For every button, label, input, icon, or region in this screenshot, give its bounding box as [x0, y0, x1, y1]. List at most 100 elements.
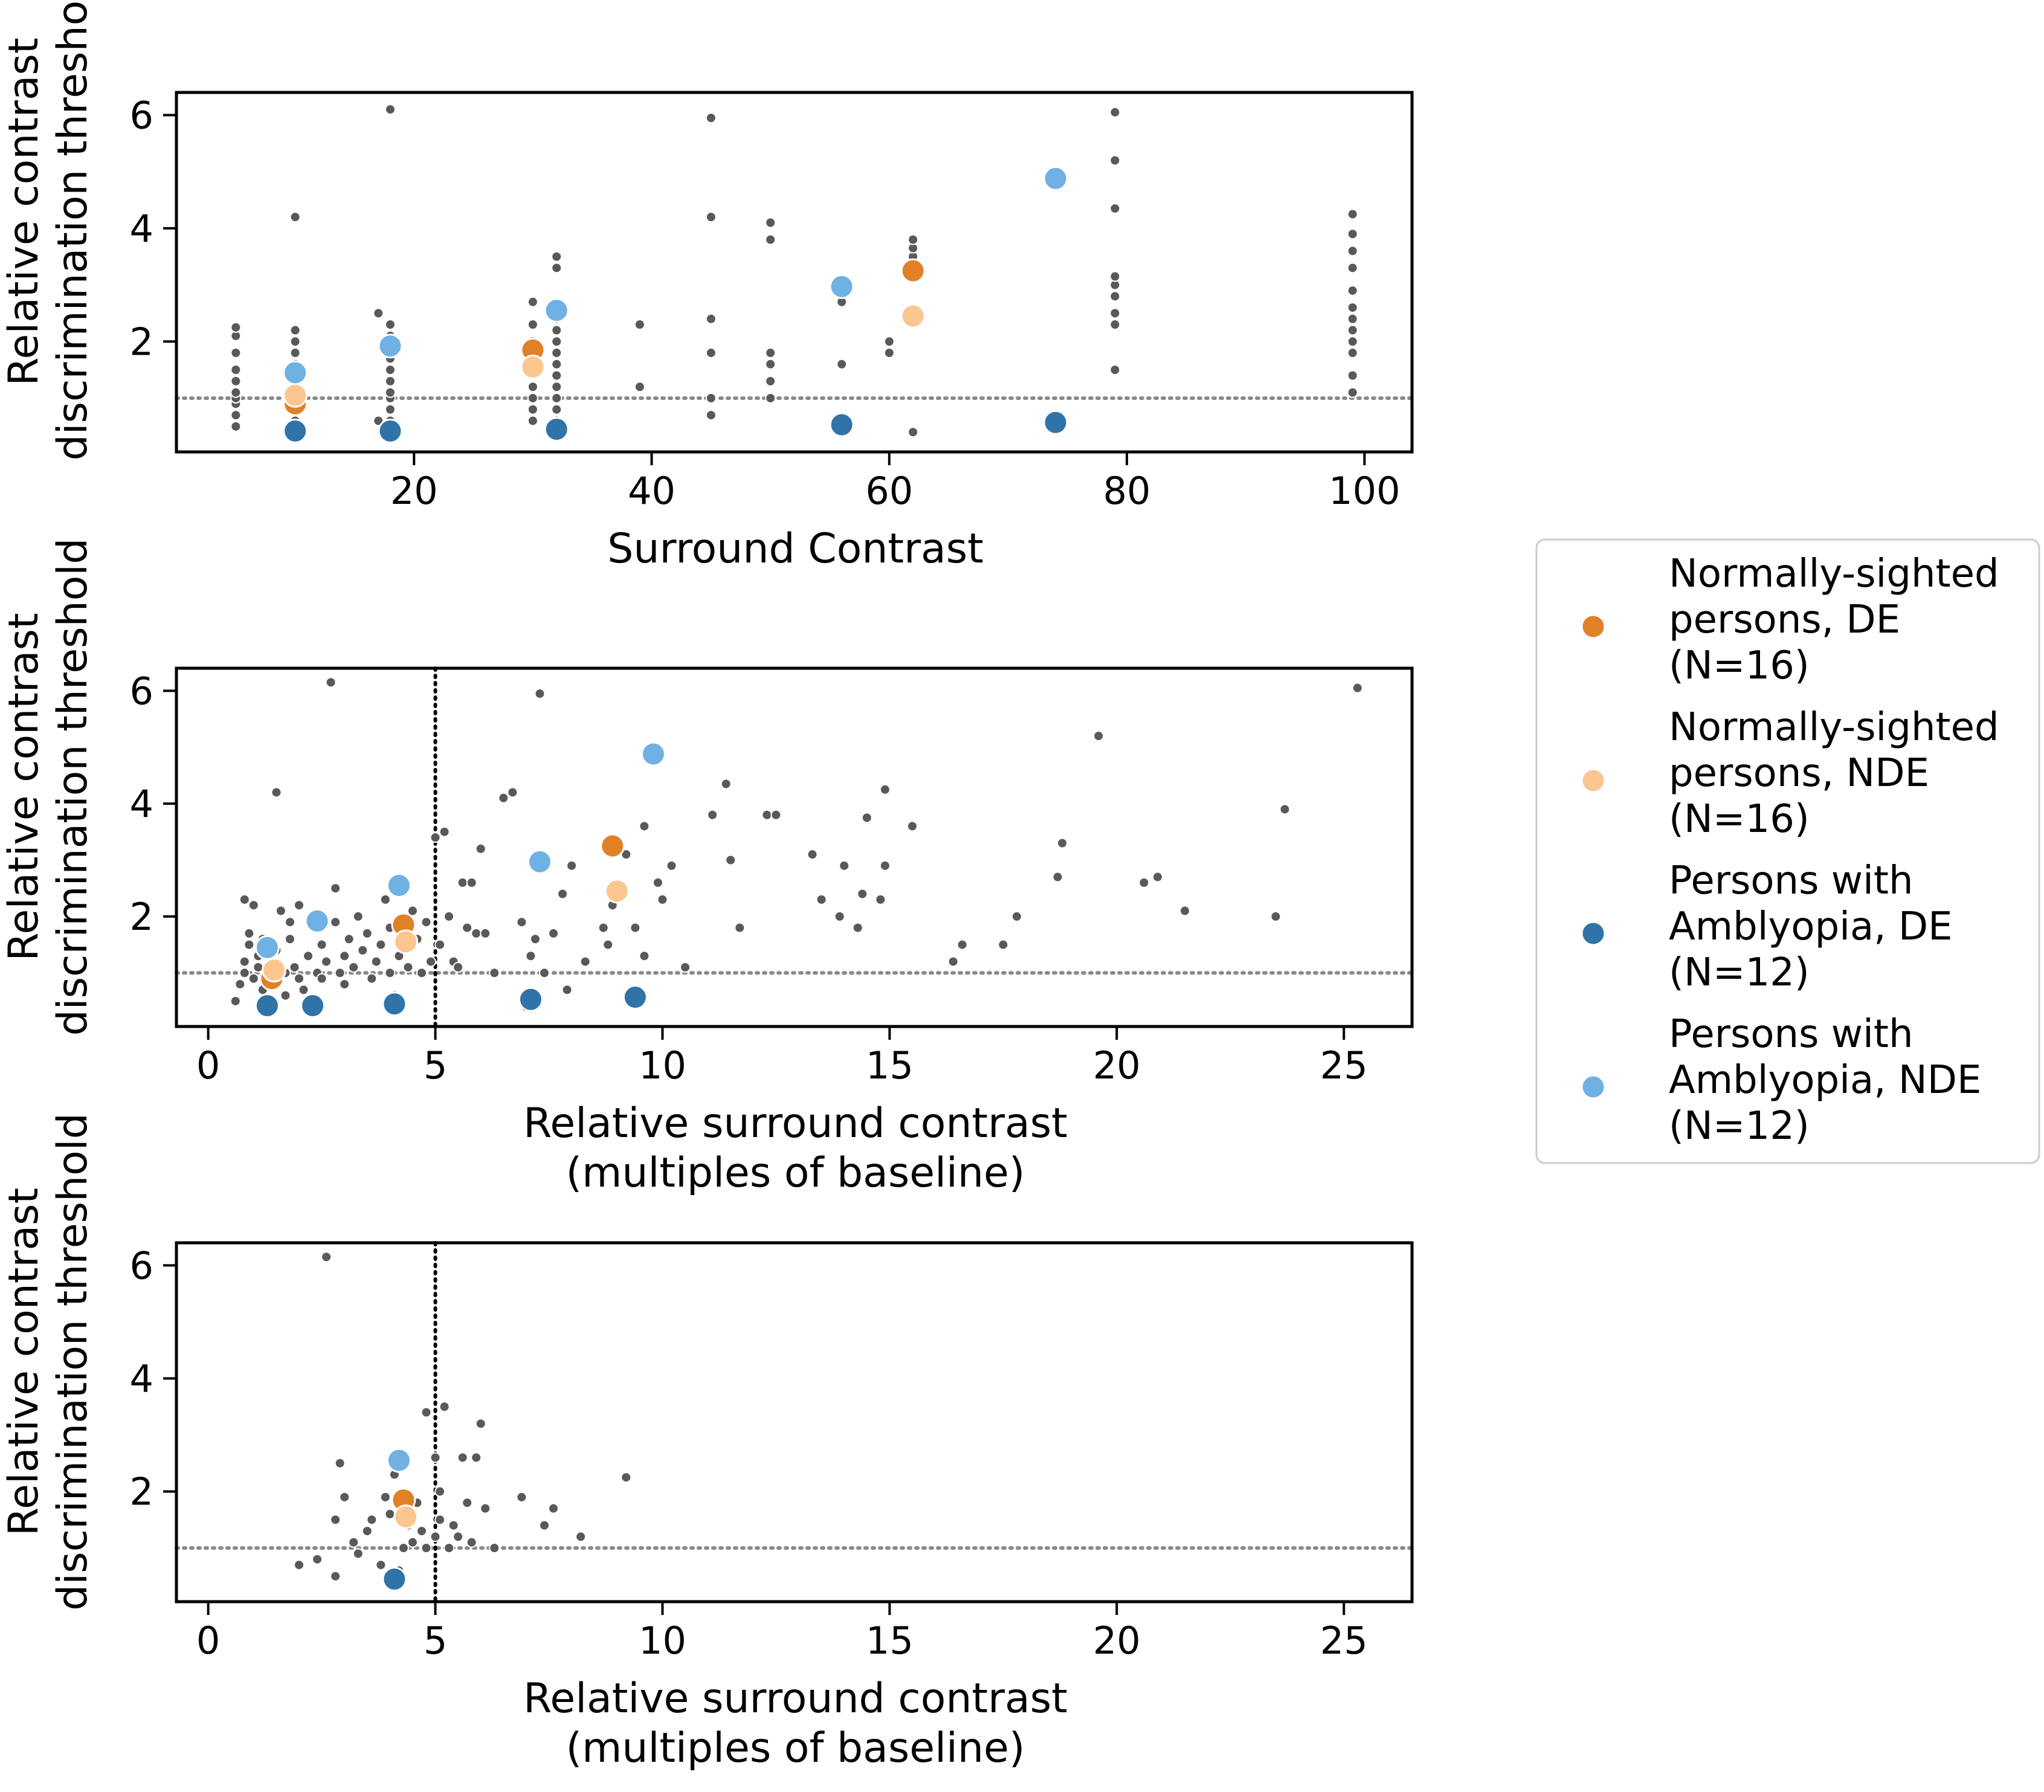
individual-point [551, 336, 563, 347]
y-tick-label: 2 [130, 895, 153, 939]
individual-point [1109, 155, 1121, 166]
mean-ns-nde-point [262, 958, 287, 983]
individual-point [298, 984, 309, 996]
individual-point [366, 1514, 378, 1526]
individual-point [666, 860, 677, 871]
individual-point [325, 677, 337, 688]
individual-point [956, 939, 968, 950]
individual-point [551, 358, 563, 370]
individual-point [834, 911, 845, 922]
individual-point [271, 787, 282, 798]
individual-point [770, 809, 782, 820]
individual-point [836, 358, 848, 370]
individual-point [475, 1418, 486, 1429]
individual-point [551, 251, 563, 262]
y-tick-label: 6 [130, 669, 153, 713]
individual-point [705, 211, 717, 223]
individual-point [634, 319, 645, 330]
individual-point [947, 956, 959, 967]
individual-point [253, 961, 264, 973]
individual-point [861, 812, 872, 823]
mean-amb-nde-point [527, 849, 552, 874]
individual-point [575, 1531, 587, 1542]
individual-point [230, 387, 242, 398]
legend-label-line: (N=16) [1669, 797, 1810, 842]
individual-point [330, 883, 341, 894]
mean-amb-nde-point [254, 935, 280, 960]
x-tick-label: 10 [639, 1619, 686, 1663]
individual-point [705, 410, 717, 421]
individual-point [734, 922, 746, 933]
legend-label-line: Normally-sighted [1669, 705, 1999, 750]
legend-marker-amb-de [1581, 921, 1606, 946]
y-tick-label: 2 [130, 1470, 153, 1514]
individual-point [384, 104, 396, 115]
individual-point [421, 917, 432, 928]
individual-point [230, 410, 242, 421]
individual-point [375, 939, 387, 950]
individual-point [527, 296, 538, 308]
individual-point [1138, 877, 1150, 888]
mean-amb-de-point [544, 417, 569, 442]
mean-ns-nde-point [393, 929, 419, 955]
y-axis-label: discrimination threshold [49, 1113, 97, 1611]
individual-point [1109, 319, 1121, 330]
individual-point [361, 1526, 373, 1537]
individual-point [538, 1520, 550, 1531]
individual-point [443, 911, 455, 922]
legend-label-line: Amblyopia, NDE [1669, 1058, 1981, 1103]
individual-point [416, 967, 427, 979]
individual-point [312, 1553, 323, 1565]
x-axis-label: Surround Contrast [607, 525, 984, 573]
individual-point [598, 922, 609, 933]
individual-point [1152, 871, 1163, 883]
individual-point [375, 1559, 387, 1571]
individual-point [1347, 336, 1358, 347]
individual-point [239, 956, 250, 967]
individual-point [425, 956, 437, 967]
x-tick-label: 0 [196, 1043, 220, 1088]
x-axis-label: (multiples of baseline) [566, 1149, 1025, 1197]
individual-point [857, 888, 868, 900]
y-tick-label: 4 [130, 782, 153, 826]
individual-point [234, 978, 246, 990]
individual-point [527, 319, 538, 330]
legend-label-line: (N=16) [1669, 643, 1810, 688]
mean-ns-nde-point [283, 382, 308, 408]
individual-point [1109, 291, 1121, 302]
individual-point [434, 939, 446, 950]
individual-point [1109, 308, 1121, 319]
individual-point [379, 894, 391, 905]
individual-point [765, 375, 776, 387]
mean-amb-de-point [382, 991, 407, 1017]
individual-point [339, 950, 350, 962]
individual-point [765, 217, 776, 228]
individual-point [879, 784, 891, 795]
individual-point [293, 973, 305, 984]
legend-frame [1535, 538, 2040, 1164]
individual-point [348, 1536, 359, 1548]
individual-point [1347, 324, 1358, 336]
individual-point [480, 927, 491, 939]
individual-point [462, 922, 473, 933]
individual-point [639, 820, 650, 832]
individual-point [852, 922, 863, 933]
individual-point [384, 364, 396, 376]
individual-point [1347, 262, 1358, 274]
x-tick-label: 15 [866, 1043, 914, 1088]
individual-point [551, 324, 563, 336]
individual-point [534, 688, 546, 700]
individual-point [1109, 364, 1121, 376]
individual-point [527, 381, 538, 393]
individual-point [705, 313, 717, 324]
y-tick-label: 4 [130, 1357, 153, 1401]
individual-point [525, 950, 537, 962]
individual-point [373, 308, 384, 319]
mean-amb-de-point [382, 1567, 407, 1592]
individual-point [489, 967, 500, 979]
legend: Normally-sighted persons, DE (N=16) Norm… [1535, 538, 2040, 1164]
mean-amb-nde-point [1043, 166, 1068, 191]
mean-amb-nde-point [544, 298, 569, 323]
individual-point [538, 967, 550, 979]
mean-ns-nde-point [900, 303, 926, 329]
